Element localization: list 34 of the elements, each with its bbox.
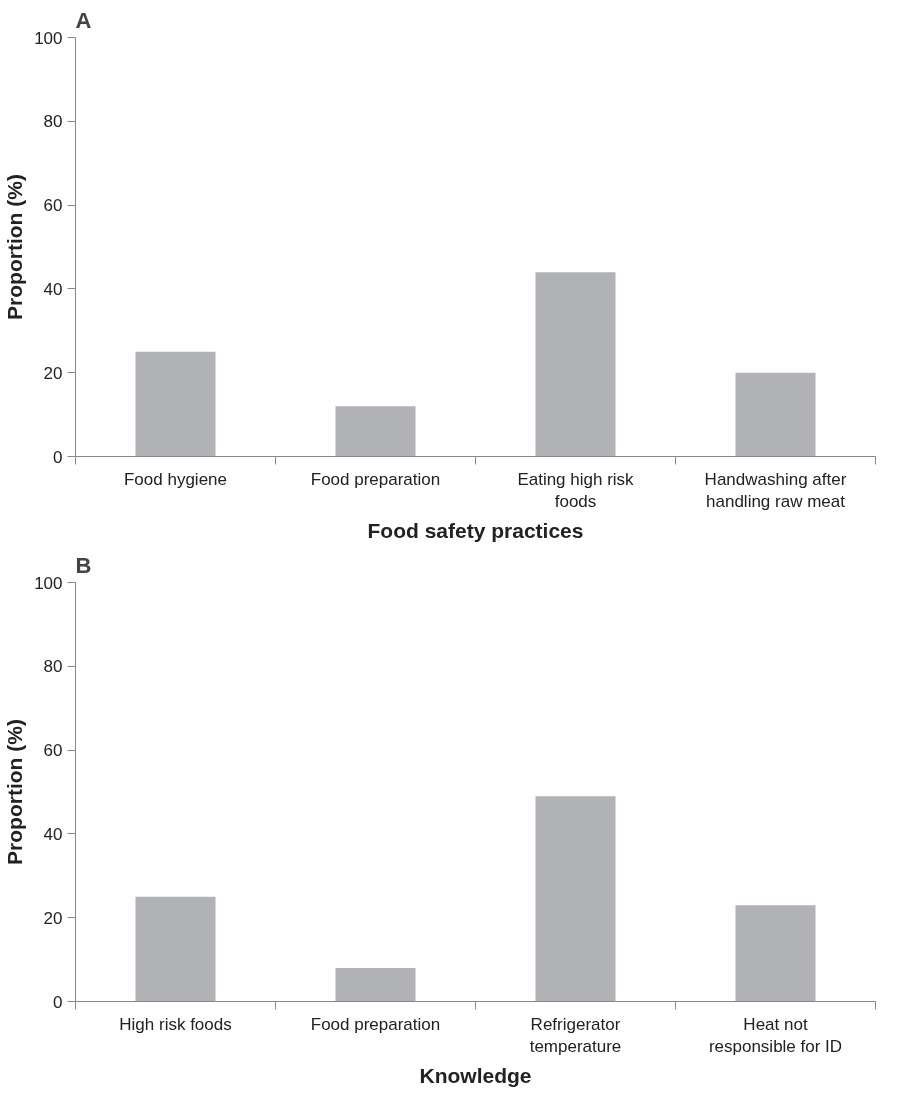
- chart-title: B: [75, 552, 92, 578]
- bar: [735, 905, 816, 1002]
- bar: [135, 351, 216, 457]
- bar: [535, 272, 616, 457]
- x-tick-label: Handwashing after handling raw meat: [704, 469, 847, 512]
- y-tick-label: 80: [43, 657, 63, 677]
- y-axis-title: Proportion (%): [3, 174, 27, 320]
- bar: [335, 967, 416, 1002]
- bar: [535, 796, 616, 1002]
- chart-title: A: [75, 7, 92, 33]
- bar: [335, 406, 416, 457]
- y-tick-label: 0: [53, 447, 63, 467]
- y-tick-label: 40: [43, 824, 63, 844]
- y-tick-label: 100: [34, 573, 63, 593]
- y-tick-label: 100: [34, 28, 63, 48]
- x-axis-title: Knowledge: [419, 1064, 532, 1088]
- y-tick-label: 40: [43, 279, 63, 299]
- y-tick-label: 20: [43, 908, 63, 928]
- bar: [135, 896, 216, 1002]
- y-axis-title: Proportion (%): [3, 719, 27, 865]
- x-tick-label: Eating high risk foods: [517, 469, 635, 512]
- x-tick-label: High risk foods: [119, 1014, 232, 1034]
- x-tick-label: Food preparation: [310, 469, 441, 489]
- y-tick-label: 20: [43, 363, 63, 383]
- bar: [735, 372, 816, 457]
- y-tick-label: 60: [43, 741, 63, 761]
- x-tick-label: Food hygiene: [123, 469, 228, 489]
- y-tick-label: 80: [43, 112, 63, 132]
- y-tick-label: 0: [53, 992, 63, 1012]
- x-axis-title: Food safety practices: [367, 519, 584, 543]
- x-tick-label: Heat not responsible for ID: [708, 1014, 843, 1057]
- x-tick-label: Refrigerator temperature: [529, 1014, 622, 1057]
- y-tick-label: 60: [43, 196, 63, 216]
- x-tick-label: Food preparation: [310, 1014, 441, 1034]
